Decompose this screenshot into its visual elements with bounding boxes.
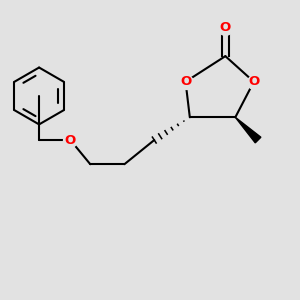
Text: O: O (248, 75, 260, 88)
Text: O: O (65, 134, 76, 146)
Text: O: O (220, 21, 231, 34)
Text: O: O (180, 75, 191, 88)
Polygon shape (235, 117, 261, 143)
